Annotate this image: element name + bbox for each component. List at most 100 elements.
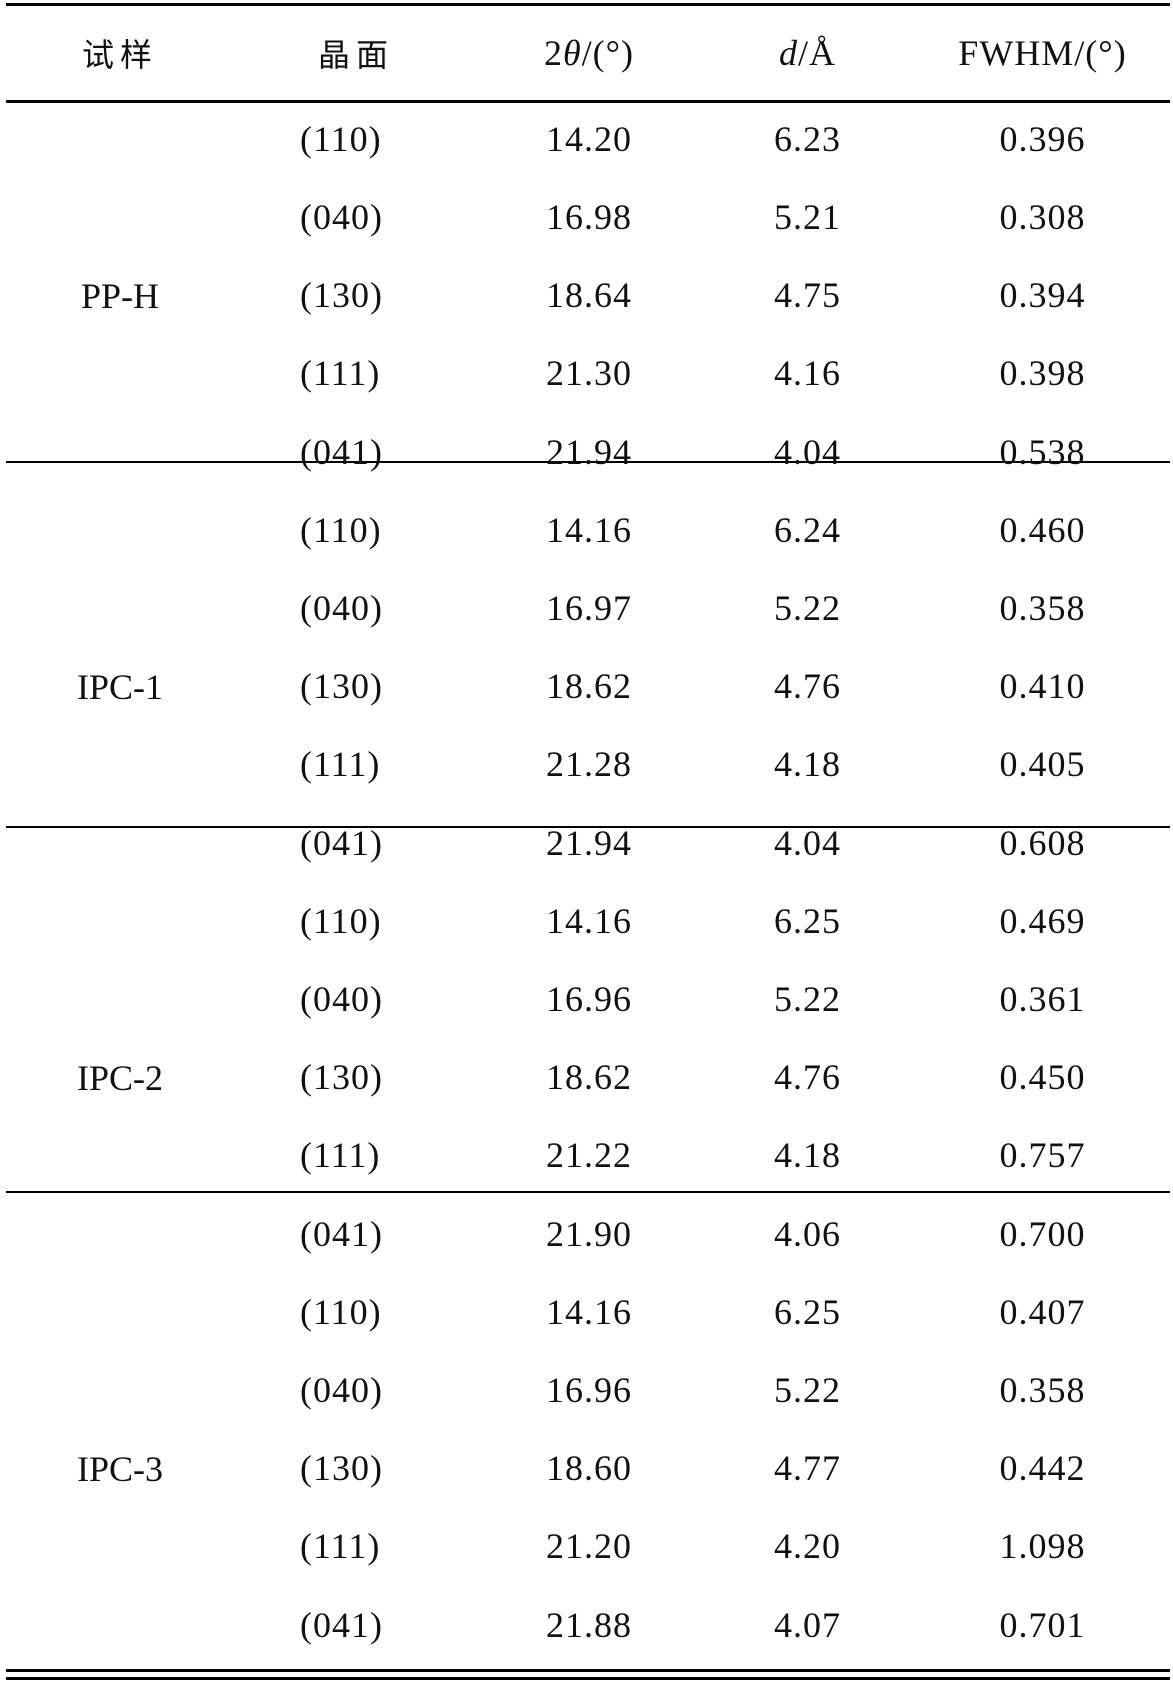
- two-theta-cell: 18.62: [546, 1057, 632, 1097]
- two-theta-cell: 14.16: [546, 1292, 632, 1332]
- table-row: (041) 21.94 4.04 0.538: [6, 412, 1170, 491]
- table-row: (130) 18.60 4.77 0.442: [6, 1429, 1170, 1507]
- theta-symbol: θ: [562, 33, 582, 73]
- table-top-rule: [6, 3, 1170, 6]
- fwhm-cell: 0.358: [999, 588, 1086, 628]
- two-theta-cell: 16.96: [546, 979, 632, 1019]
- crystal-plane-cell: (041): [300, 822, 383, 863]
- crystal-plane-cell: (040): [300, 588, 383, 628]
- xrd-data-table: 试样 晶面 2θ/(°) d/Å FWHM/(°) PP-H (110) 14.20…: [6, 6, 1170, 1664]
- fwhm-cell: 0.405: [999, 744, 1086, 784]
- two-theta-cell: 21.28: [546, 744, 632, 784]
- table-row: (040) 16.98 5.21 0.308: [6, 178, 1170, 256]
- table-row: IPC-1 (110) 14.16 6.24 0.460: [6, 491, 1170, 707]
- d-spacing-cell: 4.07: [774, 1604, 841, 1645]
- header-d-spacing: d/Å: [700, 6, 915, 100]
- group-divider-rule: [6, 461, 1170, 463]
- crystal-plane-cell: (111): [300, 744, 381, 784]
- crystal-plane-cell: (110): [300, 119, 382, 159]
- header-rule: [6, 100, 1170, 103]
- d-spacing-cell: 6.23: [774, 119, 841, 159]
- d-spacing-cell: 4.04: [774, 822, 841, 863]
- crystal-plane-cell: (130): [300, 666, 383, 706]
- table-bottom-rule: [6, 1669, 1170, 1672]
- two-theta-cell: 16.96: [546, 1370, 632, 1410]
- fwhm-cell: 0.396: [999, 119, 1086, 159]
- fwhm-cell: 0.308: [999, 197, 1086, 237]
- two-theta-cell: 18.62: [546, 666, 632, 706]
- table-row: (130) 18.62 4.76 0.410: [6, 647, 1170, 725]
- d-spacing-cell: 4.16: [774, 353, 841, 393]
- fwhm-cell: 0.407: [999, 1292, 1086, 1332]
- fwhm-cell: 0.361: [999, 979, 1086, 1019]
- crystal-plane-cell: (110): [300, 510, 382, 550]
- table-row: (041) 21.94 4.04 0.608: [6, 803, 1170, 882]
- group-divider-rule: [6, 826, 1170, 828]
- crystal-plane-cell: (041): [300, 1604, 383, 1645]
- d-spacing-cell: 4.20: [774, 1526, 841, 1566]
- d-spacing-cell: 6.24: [774, 510, 841, 550]
- fwhm-cell: 0.460: [999, 510, 1086, 550]
- header-plane: 晶面: [317, 36, 394, 74]
- table-row: (041) 21.88 4.07 0.701: [6, 1585, 1170, 1664]
- fwhm-cell: 0.700: [999, 1213, 1086, 1254]
- d-spacing-cell: 5.22: [774, 588, 841, 628]
- table-row: (130) 18.62 4.76 0.450: [6, 1038, 1170, 1116]
- two-theta-cell: 21.30: [546, 353, 632, 393]
- d-spacing-cell: 4.76: [774, 666, 841, 706]
- fwhm-cell: 0.410: [999, 666, 1086, 706]
- d-spacing-cell: 4.18: [774, 1135, 841, 1175]
- crystal-plane-cell: (041): [300, 1213, 383, 1254]
- d-spacing-cell: 4.77: [774, 1448, 841, 1488]
- table-row: (130) 18.64 4.75 0.394: [6, 256, 1170, 334]
- two-theta-prefix: 2: [543, 33, 563, 73]
- d-symbol: d: [779, 33, 798, 73]
- d-spacing-cell: 5.21: [774, 197, 841, 237]
- two-theta-cell: 21.88: [546, 1604, 632, 1645]
- d-spacing-cell: 6.25: [774, 901, 841, 941]
- fwhm-cell: 0.608: [999, 822, 1086, 863]
- two-theta-cell: 21.94: [546, 822, 632, 863]
- crystal-plane-cell: (040): [300, 1370, 383, 1410]
- sample-name-cell: IPC-1: [76, 666, 163, 707]
- header-row: 试样 晶面 2θ/(°) d/Å FWHM/(°): [6, 6, 1170, 100]
- group-divider-rule: [6, 1191, 1170, 1193]
- fwhm-cell: 0.469: [999, 901, 1086, 941]
- two-theta-cell: 21.20: [546, 1526, 632, 1566]
- table-row: (040) 16.96 5.22 0.358: [6, 1351, 1170, 1429]
- fwhm-cell: 0.450: [999, 1057, 1086, 1097]
- two-theta-unit: /(°): [581, 33, 635, 73]
- table-row: (111) 21.28 4.18 0.405: [6, 725, 1170, 803]
- crystal-plane-cell: (040): [300, 979, 383, 1019]
- two-theta-cell: 14.20: [546, 119, 632, 159]
- d-spacing-cell: 6.25: [774, 1292, 841, 1332]
- fwhm-cell: 0.538: [999, 431, 1086, 472]
- two-theta-cell: 18.64: [546, 275, 632, 315]
- crystal-plane-cell: (111): [300, 1135, 381, 1175]
- table-row: (111) 21.30 4.16 0.398: [6, 334, 1170, 412]
- two-theta-cell: 21.90: [546, 1213, 632, 1254]
- crystal-plane-cell: (130): [300, 275, 383, 315]
- d-spacing-cell: 4.18: [774, 744, 841, 784]
- crystal-plane-cell: (111): [300, 353, 381, 393]
- table-row: IPC-3 (110) 14.16 6.25 0.407: [6, 1273, 1170, 1489]
- table-body: PP-H (110) 14.20 6.23 0.396 (040) 16.98 5.21 0.3…: [6, 100, 1170, 1664]
- crystal-plane-cell: (110): [300, 1292, 382, 1332]
- two-theta-cell: 16.98: [546, 197, 632, 237]
- sample-name-cell: IPC-3: [76, 1448, 163, 1489]
- fwhm-cell: 0.757: [999, 1135, 1086, 1175]
- d-spacing-cell: 4.75: [774, 275, 841, 315]
- crystal-plane-cell: (130): [300, 1057, 383, 1097]
- fwhm-cell: 0.442: [999, 1448, 1086, 1488]
- d-spacing-cell: 4.04: [774, 431, 841, 472]
- two-theta-cell: 18.60: [546, 1448, 632, 1488]
- table-row: (041) 21.90 4.06 0.700: [6, 1194, 1170, 1273]
- two-theta-cell: 14.16: [546, 901, 632, 941]
- table-row: (111) 21.22 4.18 0.757: [6, 1116, 1170, 1194]
- crystal-plane-cell: (110): [300, 901, 382, 941]
- d-spacing-cell: 5.22: [774, 1370, 841, 1410]
- header-sample: 试样: [81, 36, 158, 74]
- d-spacing-cell: 5.22: [774, 979, 841, 1019]
- table-row: PP-H (110) 14.20 6.23 0.396: [6, 100, 1170, 316]
- two-theta-cell: 14.16: [546, 510, 632, 550]
